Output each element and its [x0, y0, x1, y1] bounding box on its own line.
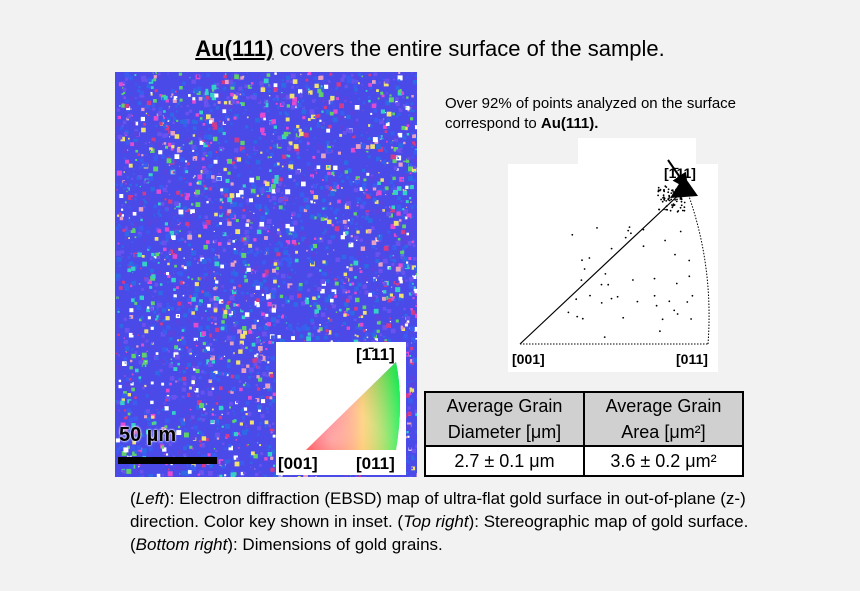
- stereo-edge-left: [519, 187, 687, 345]
- note-bold: Au(111).: [540, 115, 599, 132]
- page-title: Au(111) covers the entire surface of the…: [0, 36, 860, 62]
- inset-left-label: [001]: [278, 454, 318, 473]
- header-diameter: Average Grain Diameter [μm]: [424, 391, 585, 447]
- title-rest: covers the entire surface of the sample.: [273, 36, 665, 61]
- stereo-arc: [685, 187, 710, 345]
- scale-bar: [118, 457, 217, 464]
- stereo-left-label: [001]: [512, 351, 545, 367]
- analysis-note: Over 92% of points analyzed on the surfa…: [445, 94, 745, 134]
- header-area: Average Grain Area [μm²]: [583, 391, 744, 447]
- stereo-top-label: [1̄11]: [664, 165, 696, 181]
- stereo-right-label: [011]: [676, 351, 708, 367]
- ebsd-map: [115, 72, 417, 477]
- title-highlight: Au(111): [195, 36, 274, 61]
- color-key-inset: [1̄11] [001] [011]: [276, 342, 406, 475]
- value-area: 3.6 ± 0.2 μm²: [583, 445, 744, 477]
- inset-right-label: [011]: [356, 454, 395, 473]
- table-row: 2.7 ± 0.1 μm 3.6 ± 0.2 μm²: [424, 445, 744, 477]
- grain-dimensions-table: Average Grain Diameter [μm] Average Grain…: [424, 391, 744, 477]
- value-diameter: 2.7 ± 0.1 μm: [424, 445, 585, 477]
- stereo-points: [567, 185, 694, 338]
- stereographic-map: [1̄11] [001] [011]: [508, 138, 718, 372]
- scale-bar-label: 50 µm: [119, 424, 177, 446]
- figure-caption: (Left): Electron diffraction (EBSD) map …: [130, 489, 749, 554]
- note-text: Over 92% of points analyzed on the surfa…: [445, 95, 737, 132]
- inset-top-label: [1̄11]: [356, 345, 395, 364]
- table-header-row: Average Grain Diameter [μm] Average Grain…: [424, 391, 744, 447]
